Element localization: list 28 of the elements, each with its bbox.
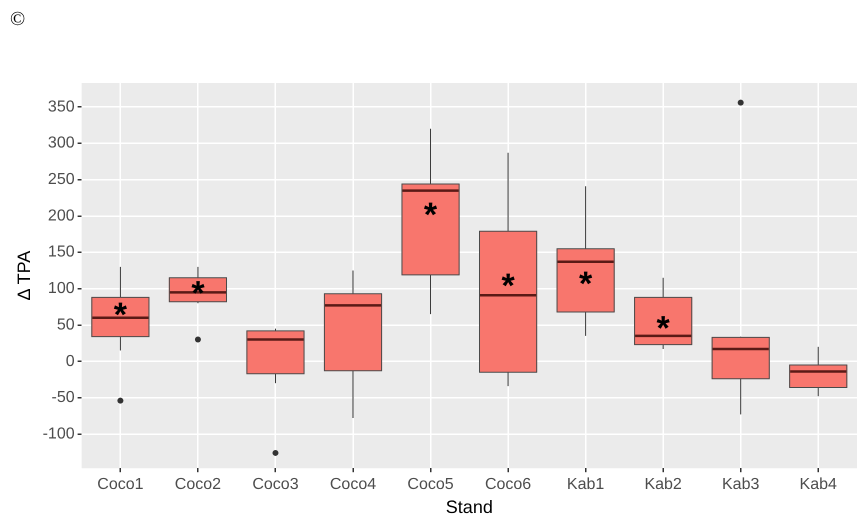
y-tick-label: -100 bbox=[42, 425, 75, 442]
y-tick-label: 150 bbox=[48, 244, 75, 261]
y-axis-title: Δ TPA bbox=[14, 250, 34, 300]
x-tick-label: Coco2 bbox=[174, 476, 222, 494]
y-tick-label: 100 bbox=[48, 280, 75, 298]
y-tick-label: 50 bbox=[56, 316, 75, 334]
annotation: * bbox=[579, 264, 593, 303]
x-tick-label: Kab4 bbox=[800, 476, 838, 494]
x-tick-label: Kab2 bbox=[644, 476, 682, 494]
y-tick-label: 350 bbox=[48, 98, 75, 116]
x-tick-label: Coco3 bbox=[252, 476, 299, 494]
x-tick-label: Coco5 bbox=[407, 476, 454, 494]
x-tick-label: Coco4 bbox=[330, 476, 376, 494]
x-tick-label: Kab3 bbox=[722, 476, 760, 494]
y-tick-label: 300 bbox=[48, 134, 75, 152]
x-axis-title: Stand bbox=[446, 497, 493, 518]
x-tick-label: Coco1 bbox=[97, 476, 144, 494]
y-tick-label: -50 bbox=[52, 389, 75, 406]
x-tick-label: Coco6 bbox=[484, 476, 532, 494]
y-tick-label: 200 bbox=[48, 207, 75, 224]
annotation: * bbox=[656, 309, 671, 348]
y-tick-label: 250 bbox=[48, 171, 75, 188]
annotation: * bbox=[501, 267, 516, 306]
x-tick-label: Kab1 bbox=[566, 476, 604, 494]
text: © bbox=[10, 8, 26, 31]
annotation: * bbox=[424, 196, 438, 234]
y-tick-label: 0 bbox=[66, 352, 75, 370]
annotation: * bbox=[114, 296, 128, 334]
